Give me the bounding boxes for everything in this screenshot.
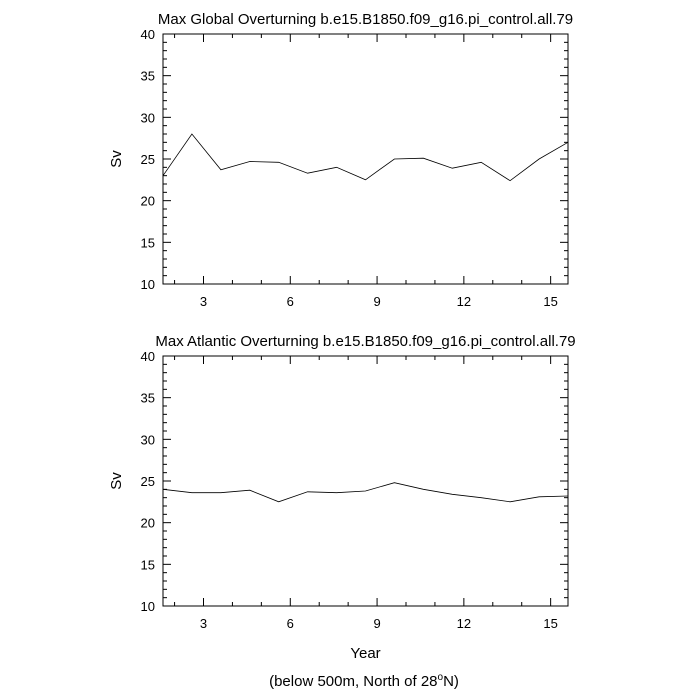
x-tick-label: 12: [457, 616, 471, 631]
x-tick-label: 9: [373, 616, 380, 631]
y-tick-label: 35: [141, 69, 155, 84]
y-tick-label: 30: [141, 110, 155, 125]
y-tick-label: 25: [141, 152, 155, 167]
y-tick-label: 15: [141, 557, 155, 572]
x-tick-label: 12: [457, 294, 471, 309]
chart-title: Max Global Overturning b.e15.B1850.f09_g…: [158, 11, 573, 28]
y-tick-label: 10: [141, 599, 155, 614]
x-tick-label: 3: [200, 294, 207, 309]
plot-frame: [162, 33, 569, 285]
chart-title: Max Atlantic Overturning b.e15.B1850.f09…: [155, 333, 575, 350]
x-tick-label: 6: [287, 616, 294, 631]
footnote-prefix: (below 500m, North of 28: [269, 673, 437, 690]
footnote: (below 500m, North of 28oN): [269, 672, 459, 690]
x-axis-label: Year: [350, 645, 380, 662]
x-tick-label: 3: [200, 616, 207, 631]
x-tick-label: 15: [543, 294, 557, 309]
y-tick-label: 40: [141, 349, 155, 364]
y-tick-label: 15: [141, 235, 155, 250]
footnote-superscript: o: [438, 672, 444, 683]
y-tick-label: 35: [141, 391, 155, 406]
y-tick-label: 40: [141, 27, 155, 42]
atlantic-overturning-chart: 10 15 20 25 30 35 40 3 6 9 12 15 Max Atlantic Overtu…: [108, 333, 576, 662]
y-tick-label: 20: [141, 194, 155, 209]
y-tick-label: 30: [141, 432, 155, 447]
y-tick-label: 25: [141, 474, 155, 489]
series-line: [162, 133, 569, 182]
x-tick-label: 15: [543, 616, 557, 631]
global-overturning-chart: 10 15 20 25 30 35 40 3 6 9 12 15 Max Global Overturn…: [108, 11, 573, 309]
y-tick-label: 20: [141, 516, 155, 531]
y-tick-label: 10: [141, 277, 155, 292]
y-axis-label: Sv: [108, 472, 125, 490]
y-axis-label: Sv: [108, 150, 125, 168]
plot-frame: [162, 355, 569, 607]
x-tick-label: 9: [373, 294, 380, 309]
footnote-suffix: N): [443, 673, 459, 690]
series-line: [162, 482, 569, 503]
x-tick-label: 6: [287, 294, 294, 309]
